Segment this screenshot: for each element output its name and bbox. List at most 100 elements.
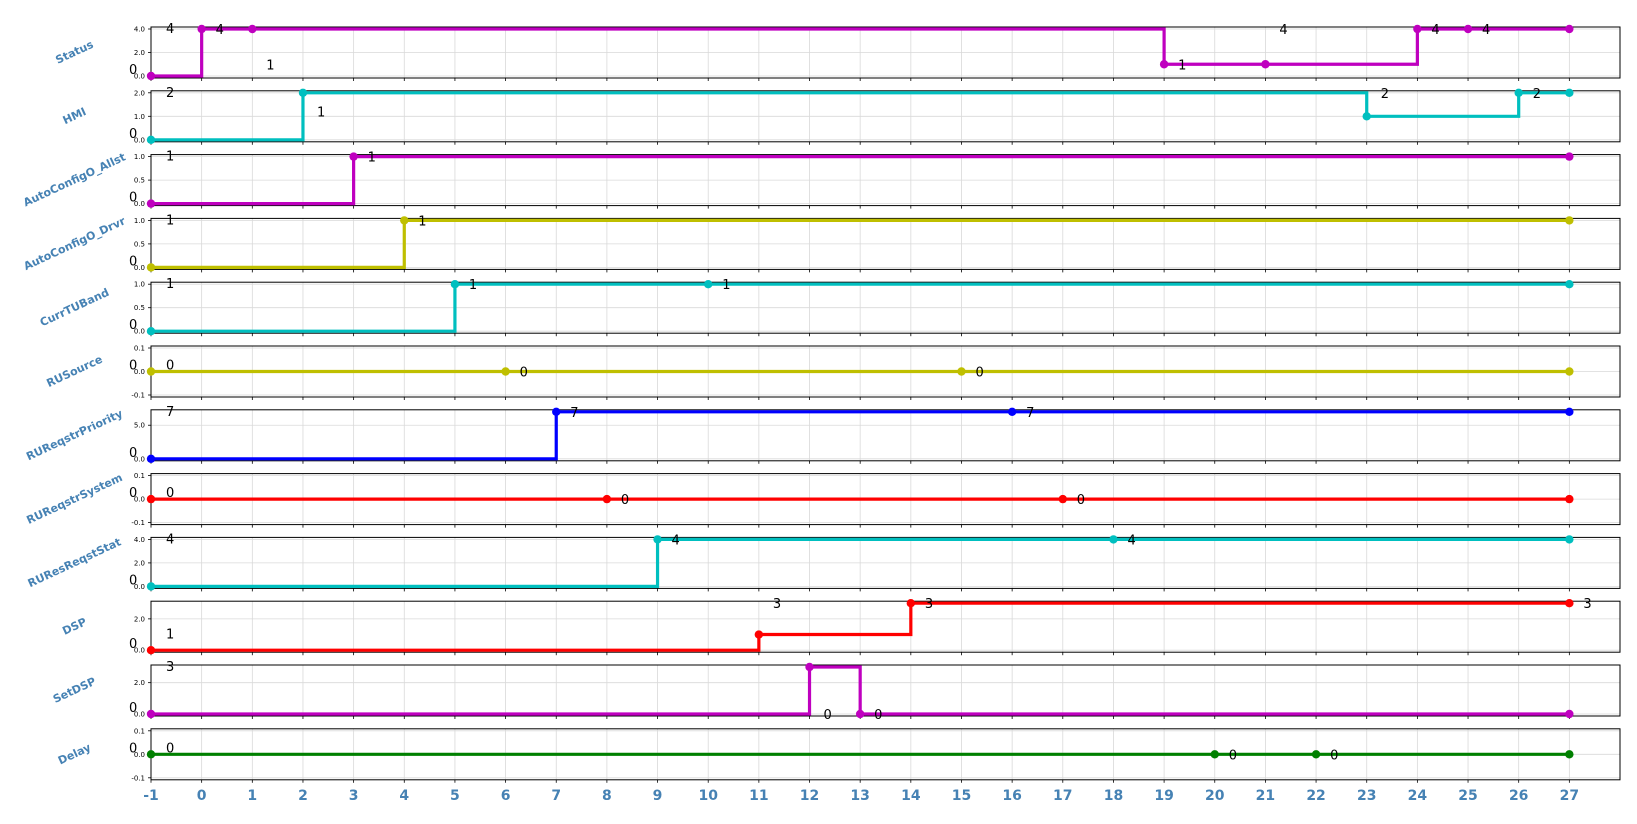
data-point <box>146 71 156 81</box>
data-point <box>1514 88 1523 98</box>
data-label: 7 <box>1026 406 1034 421</box>
panel-frame-rureqstrpriority <box>150 409 1621 462</box>
data-label: 4 <box>1279 23 1287 38</box>
data-label: 1 <box>166 150 174 165</box>
data-label: 0 <box>129 741 137 756</box>
data-label: 0 <box>129 127 137 142</box>
data-point <box>704 280 713 289</box>
y-tick-label: 0.0 <box>134 200 145 208</box>
x-tick-label: 5 <box>450 788 460 804</box>
data-point <box>146 199 156 208</box>
x-tick-label: -1 <box>143 788 159 804</box>
series-label-status: Status <box>54 38 96 67</box>
series-line-autoconfigo-allst <box>151 155 1570 206</box>
x-tick-label: 16 <box>1002 788 1021 804</box>
data-point <box>1159 60 1169 69</box>
y-tick-label: 0.1 <box>134 472 145 480</box>
data-label: 0 <box>129 318 137 333</box>
y-tick-label: 0.1 <box>134 345 145 353</box>
data-point <box>552 407 561 416</box>
data-point <box>1565 280 1574 289</box>
y-tick-label: 0.0 <box>134 751 145 759</box>
data-label: 0 <box>129 191 137 206</box>
y-tick-label: -0.1 <box>131 392 145 400</box>
data-label: 4 <box>216 23 224 38</box>
y-tick-label: 4.0 <box>134 26 145 34</box>
series-label-currtuband: CurrTUBand <box>38 286 111 329</box>
data-label: 2 <box>1381 87 1389 102</box>
data-point <box>1362 112 1371 121</box>
y-tick-label: 1.0 <box>134 281 145 289</box>
series-label-dsp: DSP <box>60 615 88 637</box>
x-tick-label: 18 <box>1104 788 1123 804</box>
data-point <box>146 135 156 144</box>
data-label: 0 <box>824 708 832 723</box>
data-label: 3 <box>925 597 933 612</box>
data-label: 4 <box>166 532 174 547</box>
data-point <box>754 630 764 639</box>
x-tick-label: 27 <box>1560 788 1579 804</box>
data-point <box>146 263 156 272</box>
data-label: 0 <box>129 359 137 374</box>
data-point <box>146 750 156 759</box>
data-label: 1 <box>418 214 426 229</box>
x-tick-label: 4 <box>399 788 409 804</box>
data-point <box>653 535 662 544</box>
data-label: 1 <box>317 106 325 121</box>
data-point <box>855 709 865 719</box>
data-point <box>146 327 156 336</box>
data-point <box>957 367 966 376</box>
data-label: 0 <box>129 486 137 501</box>
data-point <box>298 88 308 98</box>
data-label: 4 <box>672 533 680 548</box>
x-tick-label: 22 <box>1306 788 1325 804</box>
y-tick-label: 1.0 <box>134 113 145 121</box>
y-tick-label: 0.5 <box>134 177 145 185</box>
x-tick-label: 25 <box>1458 788 1477 804</box>
data-point <box>1565 152 1574 161</box>
data-label: 3 <box>773 597 781 612</box>
x-tick-label: 15 <box>952 788 971 804</box>
y-tick-label: 2.0 <box>134 615 145 623</box>
data-point <box>1565 709 1574 719</box>
data-label: 0 <box>621 493 629 508</box>
series-label-rureqstrsystem: RUReqstrSystem <box>25 471 125 527</box>
data-label: 2 <box>1533 87 1541 102</box>
x-tick-label: 26 <box>1509 788 1528 804</box>
data-label: 0 <box>166 359 174 374</box>
x-tick-label: 10 <box>698 788 718 804</box>
x-tick-label: 12 <box>800 788 819 804</box>
data-point <box>1565 535 1574 544</box>
data-label: 0 <box>166 741 174 756</box>
series-label-hmi: HMI <box>61 105 88 127</box>
y-tick-label: 0.5 <box>134 240 145 248</box>
data-label: 0 <box>129 446 137 461</box>
x-tick-label: 17 <box>1053 788 1072 804</box>
data-label: 0 <box>1330 748 1338 763</box>
y-tick-label: 0.0 <box>134 583 145 591</box>
data-label: 1 <box>722 278 730 293</box>
series-line-dsp <box>151 601 1570 652</box>
series-label-autoconfigo-allst: AutoConfigO_Allst <box>21 151 127 210</box>
y-tick-label: 1.0 <box>134 217 145 225</box>
x-tick-label: 13 <box>850 788 869 804</box>
data-point <box>146 582 156 591</box>
y-tick-label: 0.0 <box>134 264 145 272</box>
x-tick-label: 11 <box>749 788 768 804</box>
data-point <box>248 24 257 34</box>
series-label-ruresreqststat: RUResReqstStat <box>26 535 123 590</box>
y-tick-label: 2.0 <box>134 49 145 57</box>
data-label: 7 <box>166 405 174 420</box>
y-tick-label: 0.0 <box>134 73 145 81</box>
data-label: 0 <box>129 573 137 588</box>
data-point <box>1463 24 1473 34</box>
y-tick-label: 0.0 <box>134 496 145 504</box>
y-tick-label: 1.0 <box>134 153 145 161</box>
data-label: 0 <box>129 254 137 269</box>
data-label: 1 <box>469 278 477 293</box>
data-point <box>197 24 206 34</box>
y-tick-label: 0.5 <box>134 304 145 312</box>
data-point <box>450 280 460 289</box>
